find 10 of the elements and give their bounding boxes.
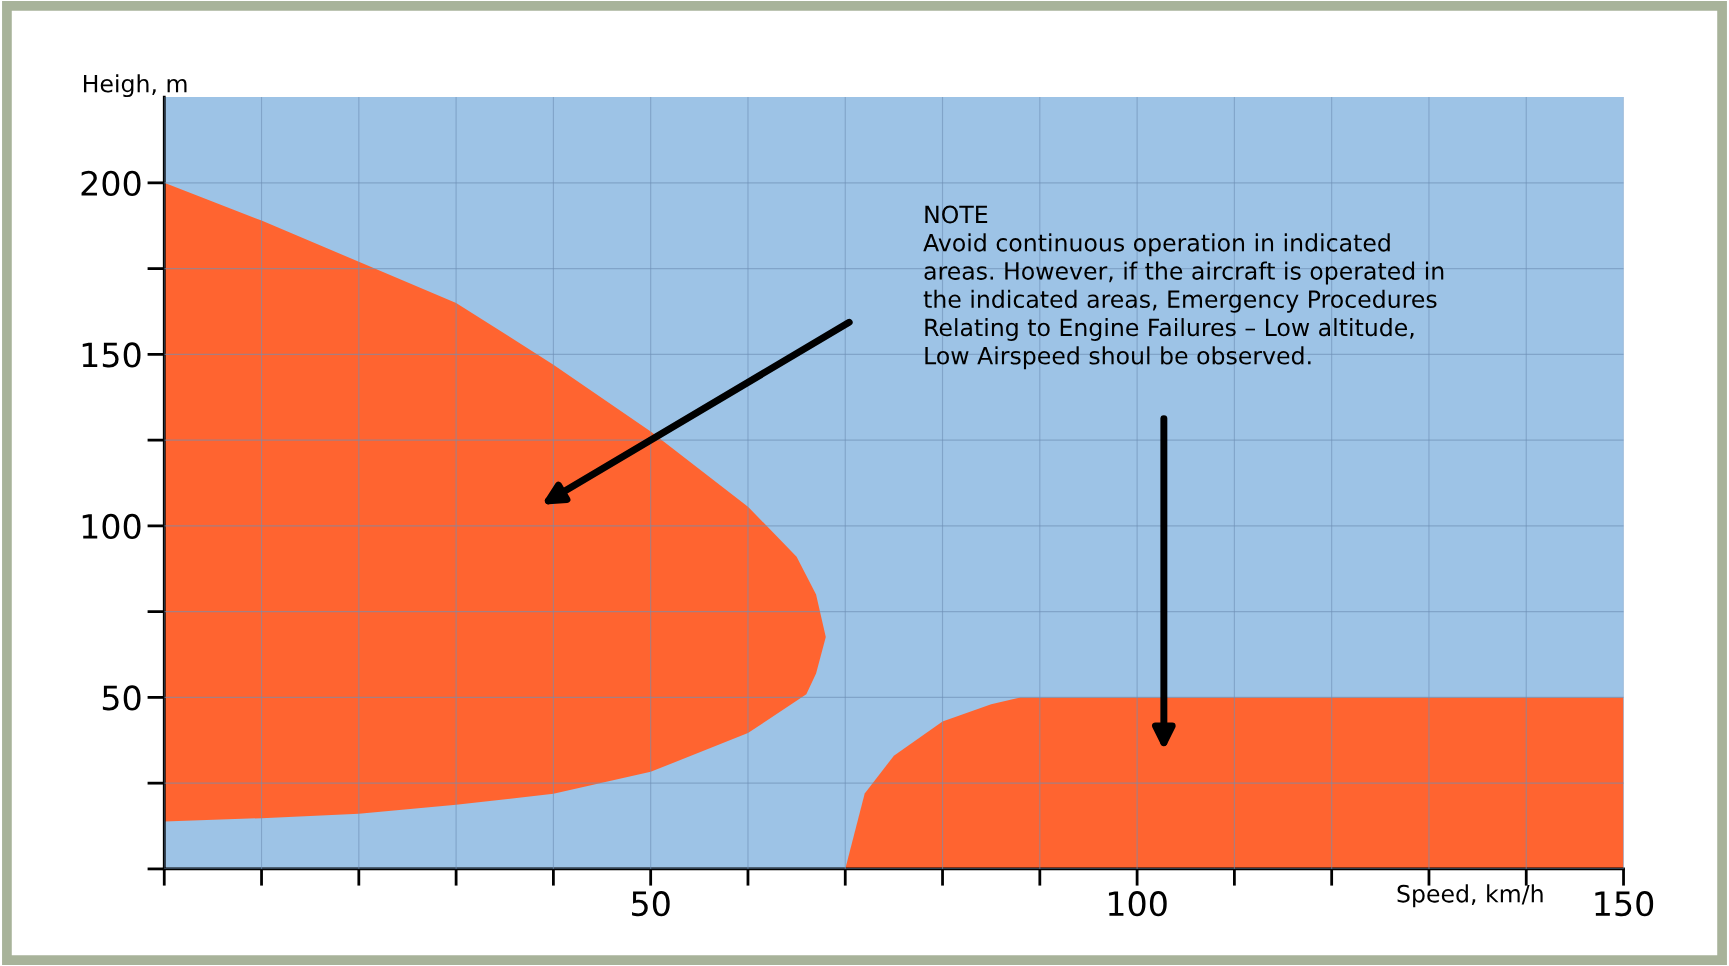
x-tick-label: 150 (1595, 891, 1654, 917)
x-tick-label: 100 (1108, 891, 1167, 917)
y-tick-label: 50 (102, 685, 141, 711)
annotation: NOTE Avoid continuous operation in indicated areas. However, if the aircraft is operated in the indicated areas, Emergency Procedures Relating to Engine Failures – Low altitude, Low Airspeed shoul be observed. (923, 205, 1444, 370)
x-axis-title: Speed, km/h (1397, 884, 1543, 908)
y-tick-label: 200 (81, 170, 141, 196)
y-axis-title: Heigh, m (83, 74, 187, 98)
y-tick-label: 150 (82, 342, 141, 368)
y-tick-label: 100 (82, 513, 141, 540)
x-tick-label: 50 (632, 891, 670, 917)
